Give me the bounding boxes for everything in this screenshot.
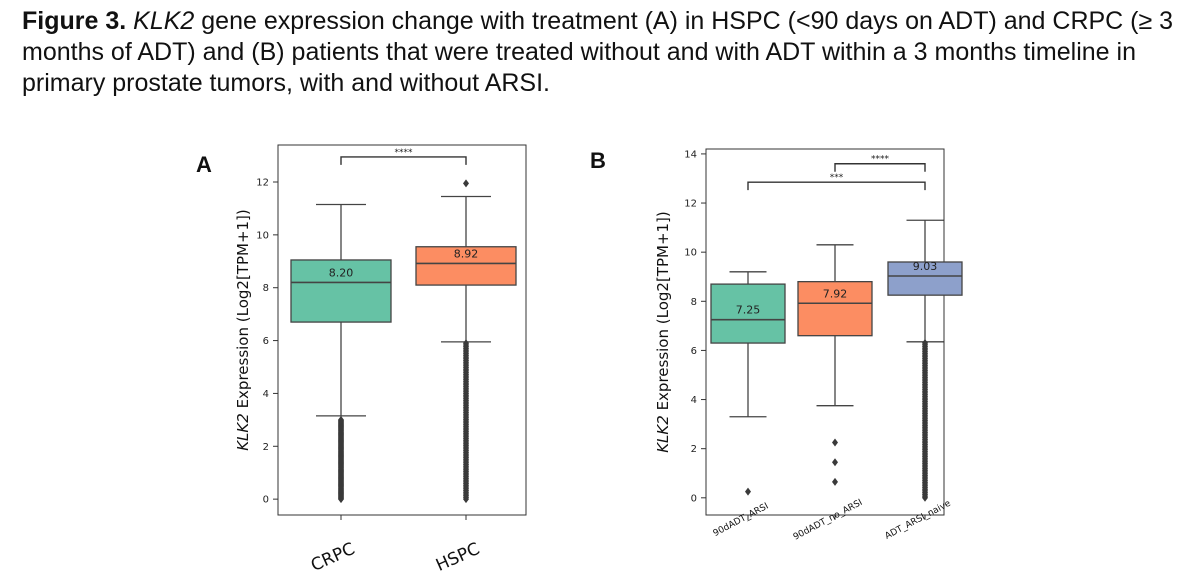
outlier-point bbox=[338, 415, 344, 424]
plot-frame bbox=[277, 144, 527, 516]
significance-bracket bbox=[340, 156, 467, 165]
y-axis-label: KLK2 Expression (Log2[TPM+1]) bbox=[654, 211, 672, 453]
y-tick-label: 8 bbox=[691, 297, 697, 308]
outlier-point bbox=[463, 339, 469, 348]
caption-text: gene expression change with treatment (A… bbox=[22, 7, 1174, 97]
y-tick-label: 4 bbox=[263, 389, 269, 400]
chart-panel-b: B 0 2 4 6 8 10 12 14 KLK2 Expression (Log2[TPM+1]… bbox=[590, 148, 963, 543]
significance-label: **** bbox=[871, 155, 890, 165]
median-label: 8.20 bbox=[329, 266, 354, 279]
y-tick-label: 12 bbox=[256, 178, 269, 189]
y-tick-label: 12 bbox=[684, 199, 697, 210]
plot-frame bbox=[705, 148, 945, 516]
y-tick-label: 0 bbox=[263, 495, 269, 506]
x-tick-label: 90dADT_ARSI bbox=[712, 501, 771, 538]
y-tick-label: 2 bbox=[691, 444, 697, 455]
significance-bracket bbox=[747, 181, 926, 191]
y-axis-label: KLK2 Expression (Log2[TPM+1]) bbox=[234, 209, 252, 451]
box-iqr bbox=[710, 283, 786, 344]
chart-panel-a: A 0 2 4 6 8 10 12 KLK2 Expression (Log2[TPM+1]) 8… bbox=[196, 144, 527, 576]
panel-label: A bbox=[196, 152, 212, 177]
y-tick-label: 10 bbox=[684, 248, 697, 259]
y-tick-label: 14 bbox=[684, 149, 697, 160]
box-iqr bbox=[887, 261, 963, 296]
caption-lead: Figure 3. bbox=[22, 7, 127, 35]
median-label: 7.92 bbox=[823, 287, 848, 300]
y-axis-label-gene: KLK2 bbox=[654, 415, 672, 453]
significance-label: *** bbox=[830, 173, 844, 183]
caption-gene: KLK2 bbox=[133, 7, 195, 35]
outlier-point bbox=[832, 458, 838, 467]
y-tick-label: 6 bbox=[263, 336, 269, 347]
y-axis-label-rest: Expression (Log2[TPM+1]) bbox=[234, 209, 252, 413]
x-tick-label: CRPC bbox=[308, 539, 358, 576]
outlier-point bbox=[745, 487, 751, 496]
y-tick-label: 8 bbox=[263, 283, 269, 294]
y-tick-label: 0 bbox=[691, 493, 697, 504]
outlier-point bbox=[832, 438, 838, 447]
y-tick-label: 6 bbox=[691, 346, 697, 357]
median-label: 7.25 bbox=[736, 304, 761, 317]
y-axis-label-rest: Expression (Log2[TPM+1]) bbox=[654, 211, 672, 415]
box-iqr bbox=[797, 280, 873, 337]
x-tick-label: ADT_ARSI_naive bbox=[884, 498, 954, 541]
y-tick-label: 4 bbox=[691, 395, 697, 406]
box-iqr bbox=[290, 259, 392, 323]
y-axis-label-gene: KLK2 bbox=[234, 413, 252, 451]
significance-bracket bbox=[834, 163, 926, 172]
figure-caption: Figure 3. KLK2 gene expression change wi… bbox=[22, 6, 1192, 99]
outlier-point bbox=[463, 179, 469, 188]
panel-label: B bbox=[590, 148, 606, 173]
y-tick-label: 2 bbox=[263, 442, 269, 453]
median-label: 8.92 bbox=[454, 247, 479, 260]
median-label: 9.03 bbox=[913, 260, 938, 273]
significance-label: **** bbox=[395, 148, 414, 158]
outlier-point bbox=[922, 339, 928, 348]
box-iqr bbox=[415, 246, 517, 286]
y-tick-label: 10 bbox=[256, 230, 269, 241]
outlier-point bbox=[832, 477, 838, 486]
x-tick-label: 90dADT_no_ARSI bbox=[792, 498, 864, 543]
x-tick-label: HSPC bbox=[433, 539, 483, 576]
